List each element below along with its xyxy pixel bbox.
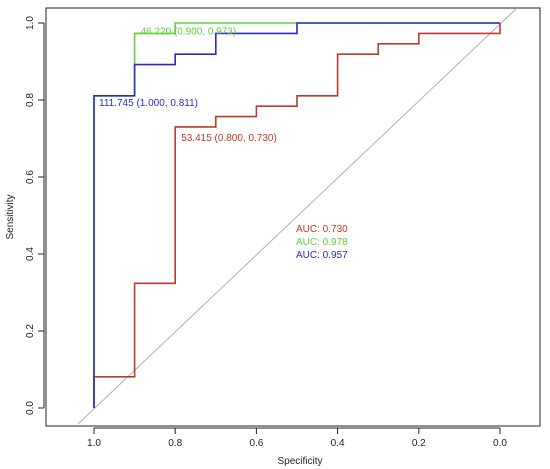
x-tick-label: 0.8 [168,438,182,449]
auc-label-1: AUC: 0.730 [296,224,348,235]
x-tick-label: 0.0 [493,438,507,449]
x-tick-label: 0.4 [331,438,345,449]
x-tick-label: 1.0 [87,438,101,449]
y-tick-label: 0.0 [25,401,36,415]
auc-label-3: AUC: 0.957 [296,250,348,261]
y-axis-title: Sensitivity [5,194,16,239]
y-tick-label: 0.8 [25,93,36,107]
y-tick-label: 0.4 [25,247,36,261]
x-tick-label: 0.2 [412,438,426,449]
threshold-label-3: 111.745 (1.000, 0.811) [99,98,198,109]
x-axis-title: Specificity [277,456,322,467]
y-tick-label: 0.6 [25,170,36,184]
threshold-label-1: 53.415 (0.800, 0.730) [181,133,277,144]
threshold-label-2: 46.220 (0.900, 0.973) [141,26,237,37]
y-tick-label: 0.2 [25,324,36,338]
x-tick-label: 0.6 [249,438,263,449]
y-tick-label: 1.0 [25,16,36,30]
auc-label-2: AUC: 0.978 [296,237,348,248]
